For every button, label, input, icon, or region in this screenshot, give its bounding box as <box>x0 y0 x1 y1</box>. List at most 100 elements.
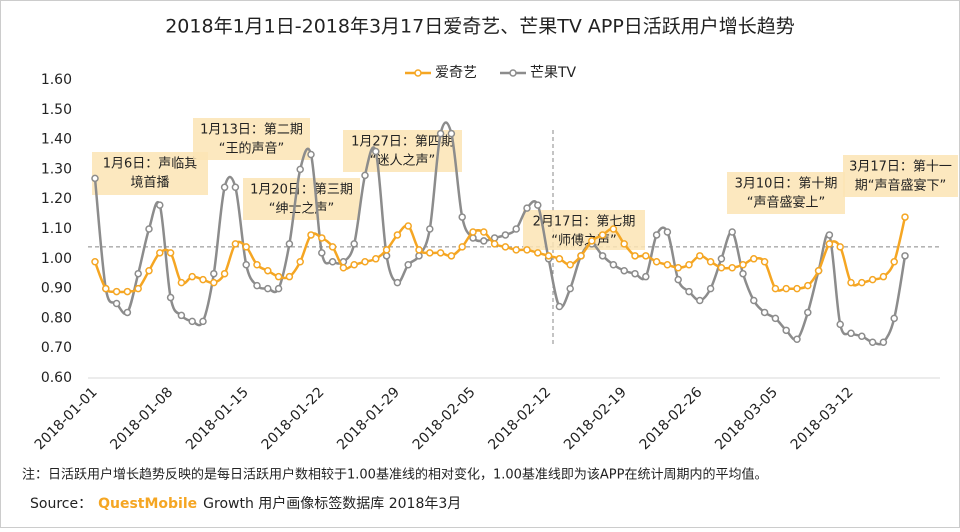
point <box>685 287 693 296</box>
point <box>706 258 715 266</box>
point <box>728 263 736 272</box>
point <box>868 275 877 284</box>
y-tick-label: 0.80 <box>41 310 72 326</box>
point <box>102 284 110 293</box>
point <box>350 261 358 269</box>
point <box>879 338 888 346</box>
point <box>480 237 488 245</box>
point <box>890 258 898 266</box>
point <box>652 231 661 239</box>
y-tick-label: 0.60 <box>41 370 72 386</box>
point <box>274 284 283 293</box>
point <box>490 240 499 248</box>
point <box>231 183 240 192</box>
point <box>307 150 315 159</box>
point <box>858 278 866 287</box>
annotation-text: 2月17日：第七期 <box>533 215 636 230</box>
point <box>642 252 650 260</box>
point <box>426 225 434 233</box>
point <box>285 240 294 248</box>
point <box>609 225 618 233</box>
point <box>566 261 574 269</box>
point <box>652 258 661 266</box>
point <box>177 278 186 287</box>
point <box>782 284 790 293</box>
y-tick-label: 1.40 <box>41 132 72 148</box>
point <box>328 258 337 266</box>
annotation-text: “迷人之声” <box>370 154 435 169</box>
point <box>804 308 812 317</box>
y-tick-label: 1.50 <box>41 102 72 118</box>
point <box>123 308 132 317</box>
point <box>382 246 391 254</box>
point <box>242 243 250 251</box>
point <box>696 296 704 305</box>
point <box>307 231 315 239</box>
point <box>620 266 628 275</box>
point <box>415 246 423 254</box>
annotation-text: 1月6日：声临其 <box>103 157 198 172</box>
annotation-text: “师傅之声” <box>551 234 616 249</box>
point <box>631 269 639 278</box>
point <box>512 225 520 233</box>
point <box>793 335 801 344</box>
point <box>123 287 132 296</box>
point <box>534 201 542 209</box>
point <box>717 255 726 263</box>
point <box>501 231 510 239</box>
annotation-text: 3月10日：第十期 <box>735 177 838 192</box>
point <box>436 249 445 257</box>
y-tick-label: 1.10 <box>41 221 72 237</box>
source-text: Growth 用户画像标签数据库 2018年3月 <box>203 495 461 512</box>
point <box>242 261 250 269</box>
point <box>890 314 898 323</box>
point <box>350 240 358 248</box>
point <box>588 237 596 245</box>
point <box>598 231 607 239</box>
point <box>285 272 294 281</box>
point <box>264 284 272 293</box>
point <box>739 261 747 269</box>
point <box>210 278 218 287</box>
point <box>825 240 834 248</box>
point <box>447 129 456 138</box>
point <box>566 284 574 293</box>
point <box>782 326 790 335</box>
point <box>112 299 121 308</box>
point <box>361 171 369 180</box>
point <box>523 246 531 254</box>
point <box>231 240 240 248</box>
point <box>663 261 672 269</box>
point <box>372 147 380 156</box>
y-tick-label: 0.70 <box>41 340 72 356</box>
y-tick-label: 1.30 <box>41 161 72 177</box>
point <box>296 165 304 174</box>
point <box>814 266 823 275</box>
annotation-box <box>92 152 208 195</box>
legend-marker <box>414 69 422 77</box>
point <box>220 183 229 192</box>
point <box>901 252 909 260</box>
point <box>717 263 726 272</box>
annotation-text: “王的声音” <box>219 141 284 157</box>
point <box>393 278 402 287</box>
point <box>166 293 175 302</box>
annotation-box <box>727 172 845 214</box>
point <box>901 213 909 221</box>
y-tick-label: 1.60 <box>41 72 72 88</box>
point <box>134 269 142 278</box>
point <box>847 329 855 338</box>
point <box>199 275 207 284</box>
point <box>642 272 650 281</box>
point <box>436 129 445 138</box>
point <box>696 252 704 260</box>
point <box>674 275 682 284</box>
annotation-box <box>843 155 958 197</box>
point <box>804 281 812 290</box>
point <box>112 287 121 296</box>
point <box>750 255 758 263</box>
point <box>739 269 747 278</box>
point <box>523 204 531 212</box>
legend-label: 芒果TV <box>530 65 577 81</box>
